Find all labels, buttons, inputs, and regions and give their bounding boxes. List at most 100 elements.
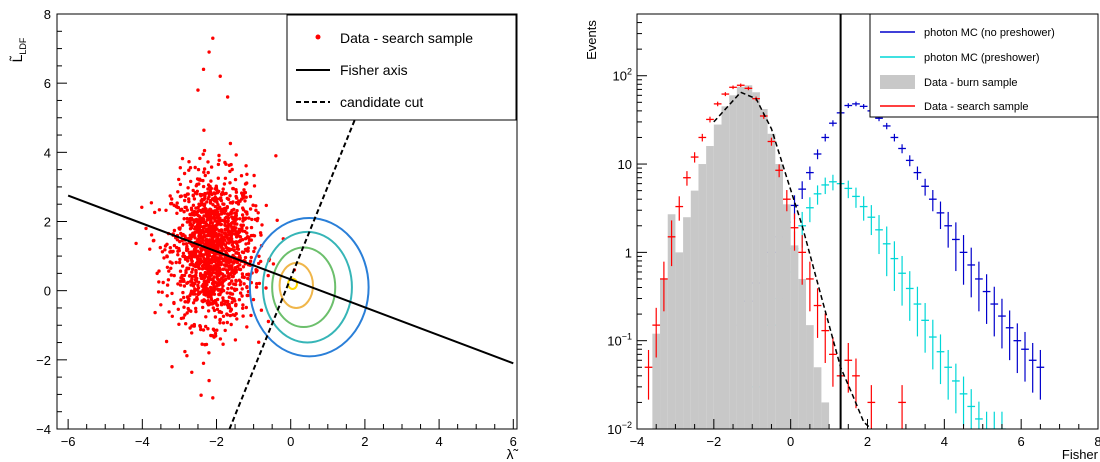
scatter-point bbox=[203, 192, 207, 196]
scatter-point bbox=[208, 285, 213, 290]
scatter-point bbox=[201, 238, 205, 242]
burn-sample-bar bbox=[821, 402, 830, 429]
scatter-point bbox=[196, 256, 200, 260]
scatter-point bbox=[234, 278, 238, 283]
scatter-point bbox=[229, 201, 233, 205]
scatter-point bbox=[209, 165, 214, 169]
burn-sample-bar bbox=[752, 92, 760, 429]
scatter-point bbox=[193, 165, 197, 170]
scatter-point bbox=[244, 248, 248, 252]
scatter-point bbox=[206, 187, 210, 191]
burn-sample-bar bbox=[806, 325, 814, 429]
scatter-point bbox=[201, 305, 205, 310]
scatter-point bbox=[190, 331, 194, 335]
scatter-point bbox=[181, 251, 186, 255]
scatter-point bbox=[241, 206, 245, 210]
histogram-x-tick-label: 4 bbox=[941, 434, 948, 449]
scatter-point bbox=[182, 217, 186, 221]
scatter-point bbox=[230, 274, 234, 279]
histogram-x-tick-label: 6 bbox=[1018, 434, 1025, 449]
scatter-point bbox=[192, 221, 196, 225]
scatter-point bbox=[195, 230, 200, 234]
scatter-point bbox=[208, 201, 213, 205]
scatter-y-tick-label: 4 bbox=[44, 145, 51, 160]
tick-base: 1 bbox=[625, 245, 632, 260]
scatter-point bbox=[183, 255, 187, 260]
scatter-point bbox=[238, 291, 243, 295]
scatter-point bbox=[158, 245, 162, 250]
scatter-point bbox=[245, 181, 249, 185]
scatter-point bbox=[204, 324, 208, 329]
histogram-x-tick-label: 2 bbox=[864, 434, 871, 449]
scatter-point bbox=[238, 239, 242, 243]
scatter-point bbox=[219, 277, 224, 281]
scatter-point bbox=[209, 190, 213, 194]
tick-base: 10 bbox=[618, 157, 632, 172]
burn-sample-bar bbox=[690, 190, 699, 429]
burn-sample-bar bbox=[729, 95, 737, 429]
scatter-point bbox=[248, 259, 253, 263]
scatter-point bbox=[219, 233, 224, 238]
scatter-point bbox=[186, 280, 190, 285]
scatter-point bbox=[183, 205, 187, 210]
scatter-point bbox=[217, 288, 221, 292]
scatter-point bbox=[185, 311, 189, 315]
scatter-point bbox=[252, 249, 256, 254]
scatter-point bbox=[248, 194, 253, 199]
burn-sample-bar bbox=[652, 333, 661, 429]
scatter-point bbox=[213, 204, 217, 209]
scatter-point bbox=[148, 247, 152, 251]
scatter-point bbox=[229, 233, 234, 237]
scatter-point bbox=[182, 171, 187, 176]
scatter-point bbox=[215, 241, 220, 246]
scatter-point bbox=[193, 231, 197, 236]
scatter-point bbox=[230, 300, 234, 305]
scatter-point bbox=[215, 223, 219, 227]
scatter-point bbox=[199, 252, 203, 256]
scatter-point bbox=[170, 314, 174, 318]
histogram-xlabel: Fisher bbox=[1062, 447, 1099, 462]
scatter-point bbox=[252, 173, 256, 178]
scatter-point bbox=[240, 287, 244, 291]
scatter-point bbox=[175, 201, 179, 205]
scatter-point bbox=[160, 250, 165, 254]
scatter-point bbox=[171, 249, 175, 254]
scatter-point bbox=[215, 197, 219, 201]
scatter-point bbox=[241, 303, 245, 307]
scatter-point bbox=[134, 241, 138, 246]
scatter-point bbox=[216, 162, 221, 167]
scatter-point bbox=[178, 269, 183, 273]
scatter-point bbox=[244, 164, 248, 168]
scatter-point bbox=[228, 313, 232, 318]
scatter-point bbox=[184, 242, 189, 246]
burn-sample-bar bbox=[790, 245, 799, 429]
scatter-point bbox=[227, 295, 231, 299]
scatter-point bbox=[192, 197, 197, 201]
scatter-point bbox=[185, 192, 190, 196]
scatter-point bbox=[256, 216, 260, 221]
burn-sample-bar bbox=[713, 124, 722, 429]
scatter-point bbox=[234, 302, 238, 307]
scatter-point bbox=[245, 293, 249, 298]
scatter-point bbox=[224, 299, 228, 304]
scatter-point bbox=[206, 211, 210, 216]
scatter-point bbox=[245, 285, 249, 290]
scatter-point bbox=[186, 186, 190, 190]
scatter-point bbox=[245, 231, 249, 235]
scatter-point bbox=[207, 378, 211, 383]
scatter-point bbox=[187, 251, 191, 255]
scatter-point bbox=[213, 331, 218, 336]
scatter-point bbox=[214, 266, 219, 270]
scatter-point bbox=[153, 310, 157, 315]
scatter-point bbox=[233, 313, 237, 318]
scatter-point bbox=[235, 217, 239, 221]
scatter-point bbox=[234, 194, 238, 199]
scatter-point bbox=[232, 245, 236, 249]
scatter-point bbox=[227, 247, 231, 251]
scatter-point bbox=[194, 306, 198, 311]
scatter-point bbox=[165, 265, 170, 269]
scatter-point bbox=[212, 328, 216, 332]
scatter-point bbox=[241, 306, 245, 310]
series-fit bbox=[713, 91, 872, 429]
